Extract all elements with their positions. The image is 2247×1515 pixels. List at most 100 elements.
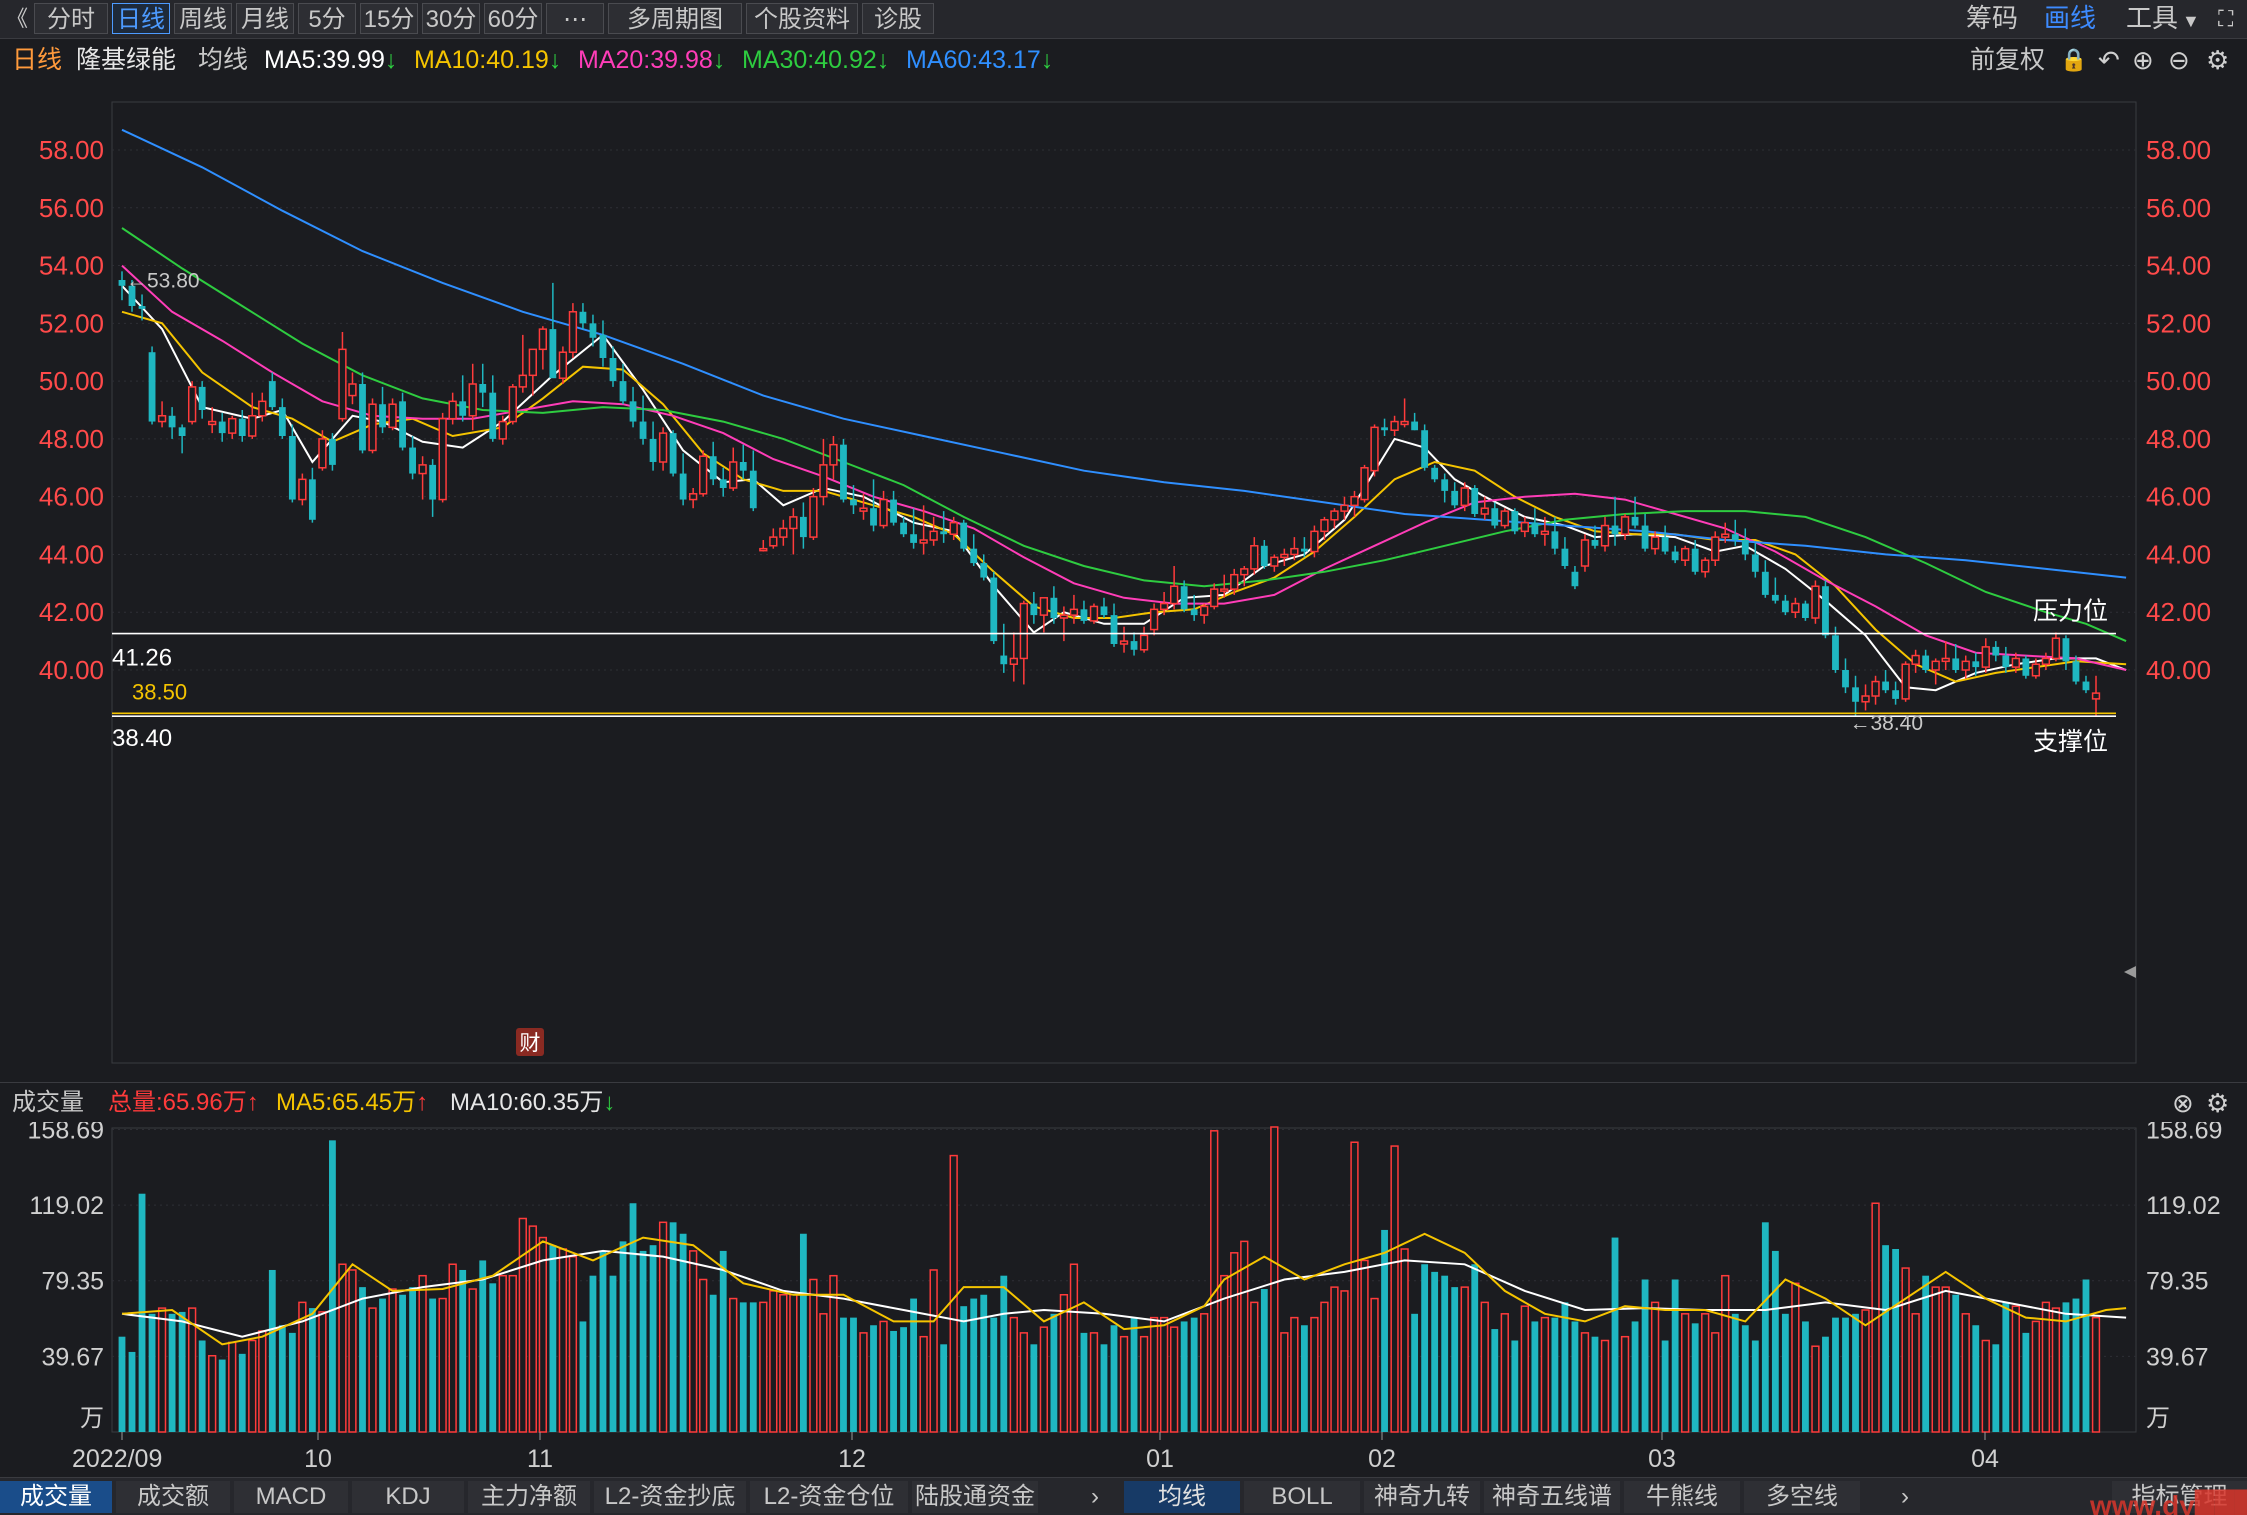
candle-67 [789,508,798,555]
candle-body-179 [1911,654,1920,665]
candle-body-160 [1721,533,1730,538]
lock-icon[interactable]: 🔒 [2060,47,2088,72]
overlay-tab-1[interactable]: BOLL [1244,1481,1360,1513]
indicator-tab-3[interactable]: KDJ [352,1481,464,1513]
candle-body-10 [218,421,226,434]
candle-body-195 [2072,661,2080,682]
candle-body-146 [1580,539,1590,567]
undo-icon[interactable]: ↶ [2098,45,2120,75]
zoom-in-icon[interactable]: ⊕ [2132,45,2154,75]
candle-body-173 [1852,687,1859,702]
candle-body-11 [228,417,237,434]
volume-bar-87 [990,1317,998,1432]
indicator-tab-0[interactable]: 成交量 [0,1481,112,1513]
candle-body-107 [1190,609,1198,616]
candle-body-70 [819,464,828,498]
tools-button[interactable]: 工具 ▼ [2126,3,2200,34]
stock-name[interactable]: 隆基绿能 [76,46,177,74]
candle-172 [1842,658,1849,694]
candle-50 [619,363,627,405]
candle-121 [1330,508,1339,529]
draw-line-button[interactable]: 画线 [2044,3,2097,33]
candle-body-106 [1180,586,1188,610]
candle-body-129 [1411,421,1419,431]
candle-body-184 [1961,660,1970,671]
candle-97 [1089,603,1099,624]
candle-30 [418,456,427,500]
candle-body-108 [1200,605,1209,616]
close-circle-icon[interactable]: ⊗ [2172,1088,2194,1118]
candle-191 [2031,658,2041,679]
zoom-out-icon[interactable]: ⊖ [2168,45,2190,75]
vol-tick-left-3: 39.67 [41,1343,104,1371]
indicator-tab-4[interactable]: 主力净额 [468,1481,590,1513]
tab-9[interactable]: 多周期图 [608,3,742,34]
overlay-tab-5[interactable]: 多空线 [1744,1481,1860,1513]
volume-bar-158 [1701,1313,1710,1433]
candle-body-124 [1360,467,1369,501]
candle-body-37 [489,392,497,439]
volume-bar-174 [1861,1309,1870,1433]
volume-bar-116 [1280,1332,1289,1433]
tab-10[interactable]: 个股资料 [746,3,858,34]
adjust-mode[interactable]: 前复权 [1970,46,2046,74]
volume-bar-173 [1852,1313,1859,1432]
candle-body-147 [1591,540,1599,546]
overlay-tab-2[interactable]: 神奇九转 [1364,1481,1480,1513]
overlay-tab-3[interactable]: 神奇五线谱 [1484,1481,1620,1513]
candle-body-134 [1460,487,1469,507]
price-tick-left-6: 46.00 [39,482,104,512]
double-chevron-left-icon[interactable]: 《 [6,6,29,31]
candle-body-19 [308,479,316,520]
candle-body-121 [1330,510,1339,521]
volume-settings-gear-icon[interactable]: ⚙ [2206,1088,2230,1118]
volume-bar-3 [148,1313,156,1432]
tab-6[interactable]: 30分 [422,3,480,34]
candle-113 [1250,537,1259,575]
volume-bar-72 [840,1317,847,1432]
tab-2[interactable]: 周线 [174,3,232,34]
candle-101 [1130,632,1138,656]
vol-tick-left-1: 119.02 [29,1192,104,1220]
ma-label[interactable]: 均线 [198,46,249,74]
tab-3[interactable]: 月线 [236,3,294,34]
indicator-tab-7[interactable]: 陆股通资金 [912,1481,1038,1513]
tab-4[interactable]: 5分 [298,3,356,34]
candle-183 [1952,644,1960,673]
volume-bar-191 [2031,1320,2041,1433]
tab-0[interactable]: 分时 [34,3,108,34]
indicator-tab-6[interactable]: L2-资金仓位 [750,1481,908,1513]
tab-11[interactable]: 诊股 [862,3,934,34]
candle-150 [1620,514,1630,540]
indicator-tab-2[interactable]: MACD [234,1481,348,1513]
candle-157 [1691,540,1699,575]
candle-159 [1711,531,1720,566]
candle-body-64 [759,547,768,552]
price-chart[interactable]: 58.00 58.00 56.00 56.00 54.00 54.00 52.00 52.00… [0,80,2247,1080]
tab-7[interactable]: 60分 [484,3,542,34]
candle-body-18 [298,478,307,501]
volume-bar-110 [1220,1274,1229,1433]
indicator-tab-5[interactable]: L2-资金抄底 [594,1481,746,1513]
indicator-manage-button[interactable]: 指标管理 [2112,1481,2247,1513]
volume-chart[interactable]: 158.69 158.69 119.02 119.02 79.35 79.35 39.67 3… [0,1122,2247,1477]
volume-bar-159 [1711,1332,1720,1433]
candle-169 [1811,580,1820,624]
tab-5[interactable]: 15分 [360,3,418,34]
fullscreen-icon[interactable]: ⛶ [2218,6,2234,31]
candle-153 [1650,531,1660,555]
chevron-right-icon[interactable]: › [1091,1483,1099,1510]
overlay-tab-0[interactable]: 均线 [1124,1481,1240,1513]
tab-8[interactable]: ⋯ [546,3,604,34]
volume-bar-81 [929,1269,938,1433]
volume-bar-123 [1350,1141,1359,1433]
volume-bar-135 [1471,1264,1479,1432]
chevron-right-icon-2[interactable]: › [1901,1483,1909,1510]
tab-1[interactable]: 日线 [112,3,170,34]
overlay-tab-4[interactable]: 牛熊线 [1624,1481,1740,1513]
candle-14 [258,392,267,422]
candle-body-86 [980,563,988,578]
chips-button[interactable]: 筹码 [1966,3,2019,33]
indicator-tab-1[interactable]: 成交额 [116,1481,230,1513]
settings-gear-icon[interactable]: ⚙ [2206,45,2230,75]
